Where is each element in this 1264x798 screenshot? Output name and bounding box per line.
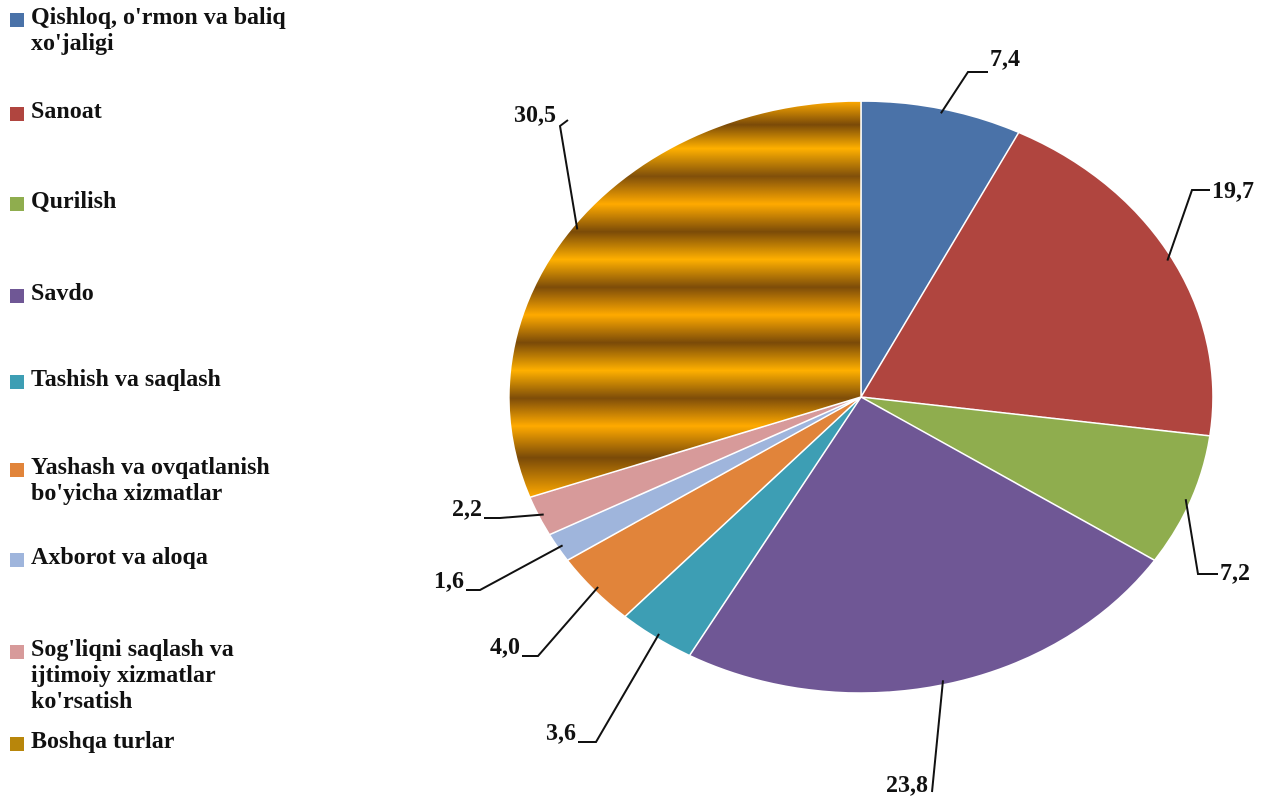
- leader-line: [940, 71, 988, 114]
- pie-slice: [859, 131, 1214, 437]
- data-label: 4,0: [490, 634, 520, 660]
- legend-label: Tashish va saqlash: [31, 366, 221, 392]
- leader-line: [1184, 499, 1218, 575]
- legend-swatch: [10, 289, 24, 303]
- legend-item: Savdo: [10, 280, 94, 306]
- leader-line: [1166, 189, 1210, 261]
- legend-label: Qishloq, o'rmon va baliq xo'jaligi: [31, 4, 286, 56]
- legend-label: Boshqa turlar: [31, 728, 175, 754]
- data-label: 7,2: [1220, 560, 1250, 586]
- legend-item: Tashish va saqlash: [10, 366, 221, 392]
- legend-label: Yashash va ovqatlanish bo'yicha xizmatla…: [31, 454, 270, 506]
- data-label: 7,4: [990, 46, 1020, 72]
- legend-swatch: [10, 553, 24, 567]
- legend-swatch: [10, 737, 24, 751]
- data-label: 23,8: [886, 772, 928, 798]
- data-label: 1,6: [434, 568, 464, 594]
- legend-swatch: [10, 463, 24, 477]
- data-label: 2,2: [452, 496, 482, 522]
- legend-swatch: [10, 375, 24, 389]
- leader-line: [578, 633, 660, 743]
- leader-line: [466, 544, 564, 591]
- data-label: 19,7: [1212, 178, 1254, 204]
- legend-label: Axborot va aloqa: [31, 544, 208, 570]
- legend-item: Qurilish: [10, 188, 116, 214]
- leader-line: [522, 586, 599, 657]
- legend-label: Sanoat: [31, 98, 102, 124]
- legend-label: Qurilish: [31, 188, 117, 214]
- legend-item: Sanoat: [10, 98, 102, 124]
- pie-slice: [688, 396, 1156, 694]
- leader-line: [484, 513, 544, 519]
- legend-swatch: [10, 107, 24, 121]
- chart-legend: Qishloq, o'rmon va baliq xo'jaligi Sanoat…: [10, 0, 370, 798]
- leader-line: [558, 119, 579, 230]
- legend-swatch: [10, 645, 24, 659]
- legend-item: Yashash va ovqatlanish bo'yicha xizmatla…: [10, 454, 270, 506]
- leader-line: [931, 680, 944, 793]
- data-label: 30,5: [514, 102, 556, 128]
- legend-item: Boshqa turlar: [10, 728, 174, 754]
- legend-label: Sog'liqni saqlash va ijtimoiy xizmatlar …: [31, 636, 234, 714]
- pie-slice: [860, 396, 1211, 562]
- legend-item: Axborot va aloqa: [10, 544, 208, 570]
- legend-label: Savdo: [31, 280, 94, 306]
- legend-item: Sog'liqni saqlash va ijtimoiy xizmatlar …: [10, 636, 234, 714]
- pie-slice: [508, 100, 862, 499]
- legend-swatch: [10, 197, 24, 211]
- data-label: 3,6: [546, 720, 576, 746]
- legend-swatch: [10, 13, 24, 27]
- pie-slice: [860, 100, 1020, 400]
- legend-item: Qishloq, o'rmon va baliq xo'jaligi: [10, 4, 286, 56]
